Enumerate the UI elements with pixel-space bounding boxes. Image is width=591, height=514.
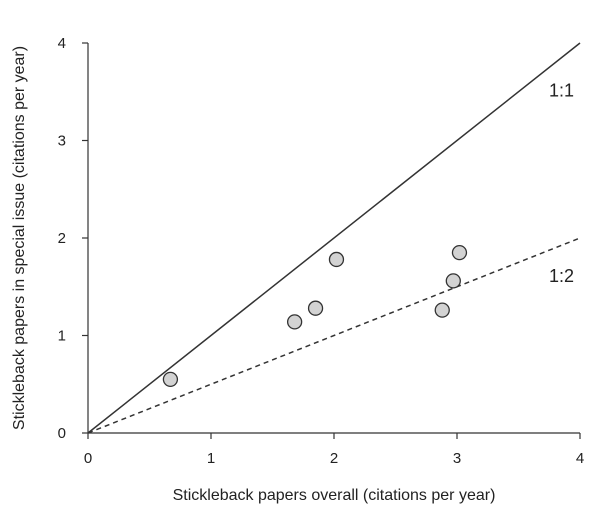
x-tick-label: 1 bbox=[207, 450, 215, 467]
reference-line-label: 1:1 bbox=[549, 81, 574, 101]
reference-line-1-2 bbox=[87, 237, 581, 434]
y-tick-label: 2 bbox=[58, 230, 66, 247]
y-tick-label: 1 bbox=[58, 328, 66, 345]
y-axis-title: Stickleback papers in special issue (cit… bbox=[11, 46, 28, 430]
data-point bbox=[307, 300, 324, 316]
reference-lines: 1:1 1:2 bbox=[87, 42, 581, 434]
x-tick-label: 2 bbox=[330, 450, 338, 467]
data-point bbox=[286, 314, 303, 330]
data-points bbox=[162, 244, 468, 388]
ticks: 0 1 2 3 4 0 1 2 3 4 bbox=[58, 35, 585, 467]
x-tick-label: 3 bbox=[453, 450, 461, 467]
x-tick-label: 0 bbox=[84, 450, 92, 467]
data-point bbox=[451, 244, 468, 261]
y-tick-label: 3 bbox=[58, 133, 66, 150]
data-point bbox=[445, 273, 461, 289]
data-point bbox=[328, 251, 345, 268]
y-tick-label: 0 bbox=[58, 425, 66, 442]
x-axis-title: Stickleback papers overall (citations pe… bbox=[173, 487, 496, 504]
data-point bbox=[162, 371, 179, 388]
x-tick-label: 4 bbox=[576, 450, 584, 467]
reference-line-1-1 bbox=[87, 42, 581, 434]
data-point bbox=[434, 302, 450, 318]
y-tick-label: 4 bbox=[58, 35, 66, 52]
reference-line-label: 1:2 bbox=[549, 266, 574, 286]
